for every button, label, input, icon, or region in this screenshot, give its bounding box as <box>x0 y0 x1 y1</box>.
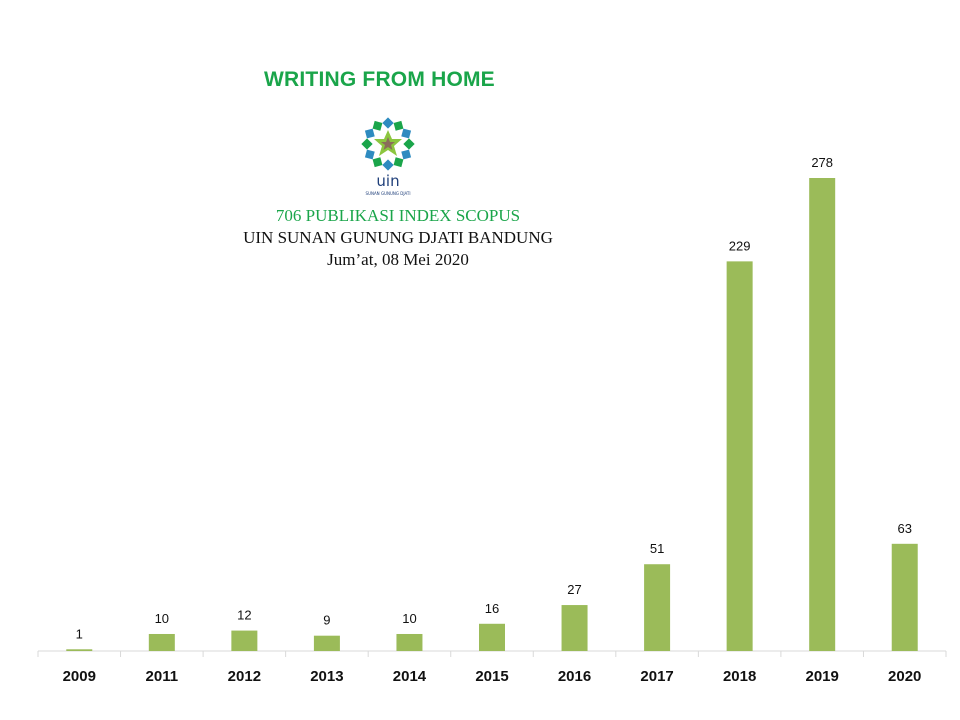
data-label-2014: 10 <box>402 611 416 626</box>
headline-title: WRITING FROM HOME <box>264 68 495 91</box>
bar-2009 <box>66 649 93 651</box>
bar-2012 <box>231 630 258 651</box>
uin-logo: uin SUNAN GUNUNG DJATI <box>352 116 424 206</box>
data-label-2012: 12 <box>237 608 251 623</box>
subtitle-date: Jum’at, 08 Mei 2020 <box>327 250 469 269</box>
x-tick-label-2015: 2015 <box>475 668 508 685</box>
bar-2017 <box>644 564 671 651</box>
data-label-2013: 9 <box>323 613 330 628</box>
x-tick-label-2011: 2011 <box>146 668 179 685</box>
subtitle-publication-count: 706 PUBLIKASI INDEX SCOPUS <box>275 206 521 225</box>
bar-2016 <box>561 605 588 651</box>
data-label-2011: 10 <box>155 611 169 626</box>
data-label-2020: 63 <box>897 521 911 536</box>
data-label-2009: 1 <box>76 626 83 641</box>
x-tick-label-2018: 2018 <box>723 668 756 685</box>
subtitle-institution: UIN SUNAN GUNUNG DJATI BANDUNG <box>243 228 553 247</box>
x-tick-label-2012: 2012 <box>228 668 261 685</box>
data-label-2018: 229 <box>729 238 751 253</box>
bar-2015 <box>479 623 505 651</box>
data-label-2019: 278 <box>811 155 833 170</box>
logo-text: uin <box>376 172 399 190</box>
data-label-2015: 16 <box>485 601 499 616</box>
x-tick-label-2013: 2013 <box>310 668 343 685</box>
bar-2019 <box>809 178 836 651</box>
data-label-2016: 27 <box>567 582 581 597</box>
bar-2014 <box>396 633 423 651</box>
x-tick-label-2009: 2009 <box>63 668 96 685</box>
logo-caption: SUNAN GUNUNG DJATI <box>365 191 410 196</box>
bar-2018 <box>726 261 753 651</box>
x-tick-label-2019: 2019 <box>805 668 838 685</box>
bar-2020 <box>891 543 918 651</box>
data-label-2017: 51 <box>650 541 664 556</box>
x-tick-label-2020: 2020 <box>888 668 921 685</box>
x-tick-label-2016: 2016 <box>558 668 591 685</box>
x-tick-label-2017: 2017 <box>640 668 673 685</box>
bar-2013 <box>313 635 340 651</box>
x-tick-label-2014: 2014 <box>393 668 427 685</box>
bar-2011 <box>148 633 175 651</box>
uin-star-ornament-icon: uin SUNAN GUNUNG DJATI <box>361 117 415 196</box>
